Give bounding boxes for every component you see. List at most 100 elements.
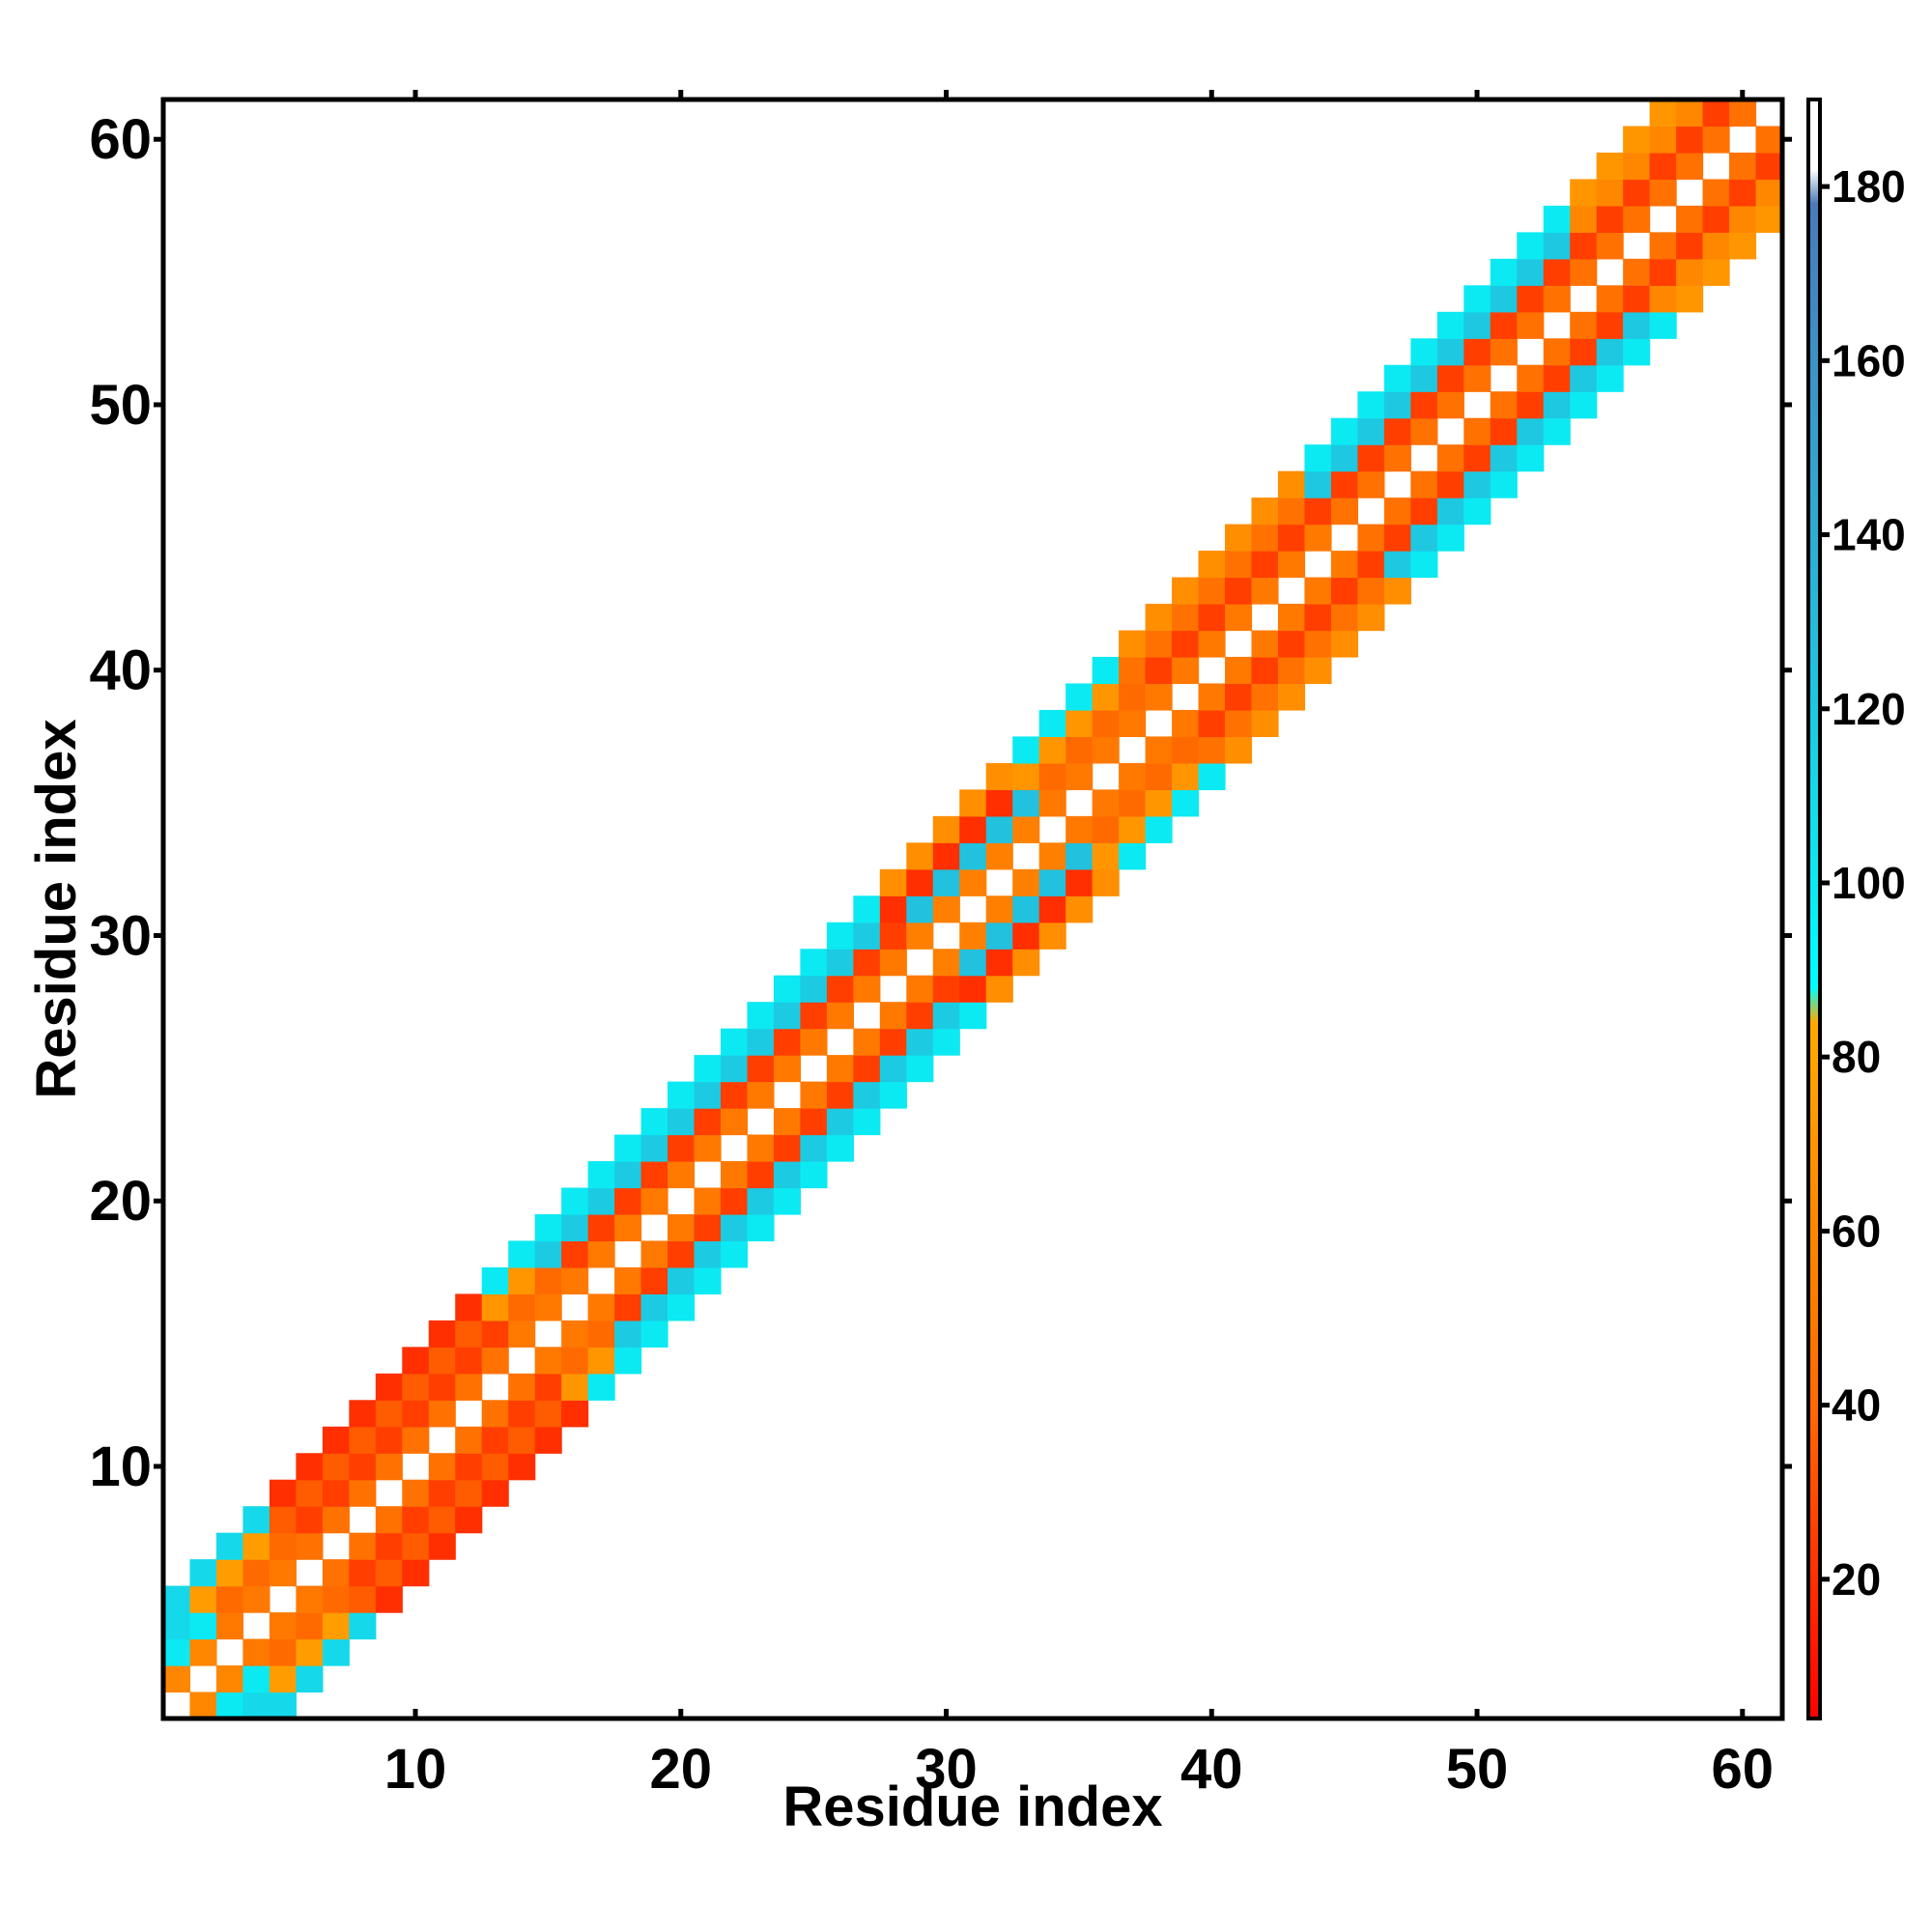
heatmap-cell [215,1559,244,1587]
heatmap-cell [1119,683,1147,711]
heatmap-cell [614,1134,642,1162]
heatmap-cell [269,1479,297,1507]
heatmap-cell [587,1347,615,1375]
heatmap-cell [242,1691,270,1719]
heatmap-cell [1570,364,1598,392]
heatmap-cell [1729,232,1757,260]
heatmap-cell [985,949,1013,977]
heatmap-cell [800,949,828,977]
heatmap-cell [375,1373,403,1401]
heatmap-cell [985,842,1013,870]
heatmap-cell [1755,205,1783,233]
heatmap-cell [614,1293,642,1321]
heatmap-cell [1225,604,1253,632]
heatmap-cell [1543,391,1571,419]
heatmap-cell [747,1081,775,1109]
x-axis-label: Residue index [782,1776,1162,1838]
heatmap-cell [800,975,828,1003]
heatmap-cell [1225,551,1253,579]
heatmap-cell [1543,205,1571,233]
heatmap-cell [1172,736,1200,764]
plot-frame [160,97,1785,1721]
heatmap-cell [1304,656,1332,685]
heatmap-cell [1436,444,1464,472]
heatmap-cell [1410,497,1438,526]
heatmap-cell [1755,152,1783,181]
heatmap-cell [1198,577,1226,605]
heatmap-cell [455,1479,483,1507]
heatmap-cell [747,1028,775,1056]
heatmap-cell [1251,683,1279,711]
heatmap-cell [1038,868,1066,896]
heatmap-cell [1463,497,1492,526]
heatmap-cell [1517,417,1545,445]
heatmap-cell [1198,736,1226,764]
heatmap-cell [720,1161,749,1189]
x-tick-label: 50 [1446,1738,1509,1801]
heatmap-cell [481,1453,509,1481]
heatmap-cell [428,1320,456,1348]
heatmap-cell [668,1293,696,1321]
heatmap-cell [1570,338,1598,366]
heatmap-cell [1251,656,1279,685]
heatmap-cell [428,1479,456,1507]
colorbar-tick-label: 100 [1832,858,1906,908]
plot-background [163,99,1782,1719]
heatmap-cell [1092,868,1120,896]
heatmap-cell [800,1134,828,1162]
heatmap-cell [853,895,881,923]
heatmap-cell [1517,364,1545,392]
heatmap-cell [932,949,960,977]
heatmap-cell [215,1691,244,1719]
heatmap-cell [853,1055,881,1083]
heatmap-cell [1543,258,1571,286]
heatmap-cell [1330,444,1358,472]
heatmap-cell [1383,524,1411,552]
heatmap-cell [1410,338,1438,366]
heatmap-cell [640,1293,668,1321]
colorbar-ticks: 20 40 60 80 100 120 140 160 180 [1820,161,1906,1605]
heatmap-cell [879,1002,907,1030]
heatmap-cell [668,1081,696,1109]
heatmap-cell [1463,364,1492,392]
heatmap-cell [694,1213,722,1242]
heatmap-cell [322,1506,350,1534]
heatmap-cell [1198,604,1226,632]
heatmap-cell [694,1187,722,1215]
heatmap-cell [534,1213,562,1242]
heatmap-cell [481,1293,509,1321]
heatmap-cell [853,1028,881,1056]
heatmap-cell [1570,232,1598,260]
heatmap-cell [985,895,1013,923]
heatmap-cell [1038,736,1066,764]
heatmap-cell [163,1612,191,1640]
heatmap-cell [1649,126,1677,154]
heatmap-cell [1145,630,1173,658]
heatmap-cell [215,1532,244,1560]
heatmap-cell [1410,364,1438,392]
heatmap-cell [1065,895,1094,923]
heatmap-cell [1012,789,1040,817]
heatmap-cell [1119,656,1147,685]
heatmap-cell [402,1426,430,1454]
heatmap-cell [1436,470,1464,498]
heatmap-cell [773,1161,802,1189]
heatmap-cell [1225,683,1253,711]
heatmap-cell [1517,232,1545,260]
heatmap-cell [1383,497,1411,526]
heatmap-cell [322,1479,350,1507]
heatmap-cell [959,789,987,817]
heatmap-cell [906,868,934,896]
heatmap-cell [1357,524,1385,552]
heatmap-cell [1676,285,1704,313]
heatmap-cell [1092,736,1120,764]
heatmap-cell [1490,338,1518,366]
heatmap-cell [322,1638,350,1666]
heatmap-cell [534,1293,562,1321]
heatmap-cell [800,1081,828,1109]
heatmap-cell [1119,762,1147,790]
heatmap-cell [1145,789,1173,817]
heatmap-cell [668,1213,696,1242]
heatmap-cell [349,1612,377,1640]
heatmap-cell [668,1161,696,1189]
